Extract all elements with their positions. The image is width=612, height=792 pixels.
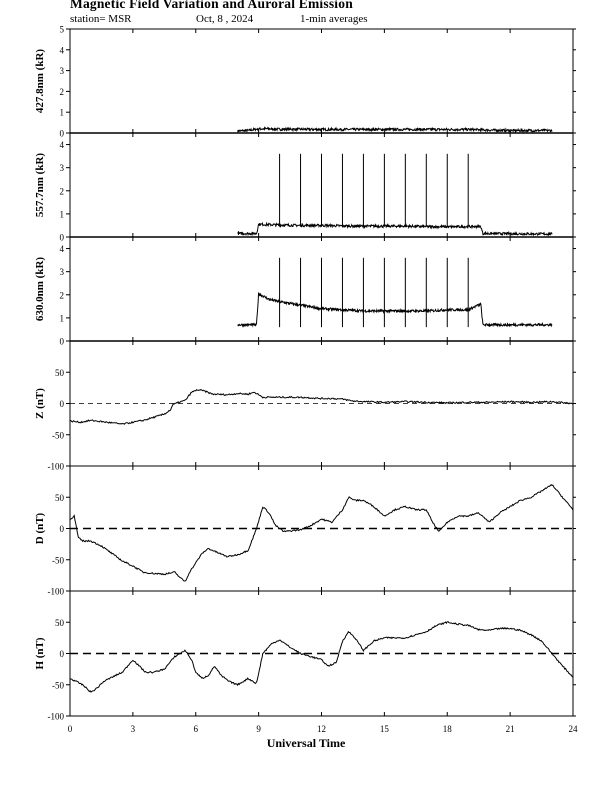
x-tick-label: 24 <box>569 724 579 734</box>
y-axis-label: Z (nT) <box>34 388 46 419</box>
x-tick-label: 21 <box>506 724 515 734</box>
y-tick-label: 5 <box>60 25 65 35</box>
y-tick-label: -50 <box>52 430 64 440</box>
y-tick-label: 0 <box>60 337 65 347</box>
y-axis-label: 630.0nm (kR) <box>34 257 46 322</box>
y-tick-label: 0 <box>60 233 65 243</box>
y-tick-label: -50 <box>52 680 64 690</box>
y-tick-label: 50 <box>55 618 65 628</box>
y-tick-label: 1 <box>60 313 65 323</box>
series-line <box>70 389 574 425</box>
y-axis-label: 557.7nm (kR) <box>34 153 46 218</box>
x-tick-label: 18 <box>443 724 453 734</box>
series-line <box>237 221 553 237</box>
y-tick-label: 50 <box>55 493 65 503</box>
x-tick-label: 9 <box>256 724 261 734</box>
date-label: Oct, 8 , 2024 <box>196 13 254 25</box>
y-tick-label: 50 <box>55 368 65 378</box>
y-tick-label: 1 <box>60 108 65 118</box>
x-tick-label: 0 <box>68 724 73 734</box>
y-tick-label: 3 <box>60 267 65 277</box>
y-axis-label: H (nT) <box>34 637 46 669</box>
series-line <box>237 292 553 328</box>
y-tick-label: 0 <box>60 399 65 409</box>
station-label: station= MSR <box>70 13 132 25</box>
y-tick-label: -100 <box>48 587 65 597</box>
x-tick-label: 6 <box>194 724 199 734</box>
y-tick-label: 0 <box>60 524 65 534</box>
x-tick-label: 15 <box>380 724 390 734</box>
averaging-label: 1-min averages <box>300 13 368 25</box>
series-line <box>69 484 574 582</box>
y-tick-label: 2 <box>60 290 65 300</box>
y-tick-label: 2 <box>60 186 65 196</box>
x-tick-label: 12 <box>317 724 326 734</box>
y-tick-label: 3 <box>60 66 65 76</box>
y-tick-label: 0 <box>60 129 65 139</box>
y-tick-label: 4 <box>60 244 65 254</box>
y-tick-label: -50 <box>52 555 64 565</box>
panel-frame <box>69 28 574 134</box>
y-axis-label: D (nT) <box>34 512 46 544</box>
series-line <box>69 621 574 693</box>
y-tick-label: 2 <box>60 87 65 97</box>
x-tick-label: 3 <box>131 724 136 734</box>
y-axis-label: 427.8nm (kR) <box>34 49 46 114</box>
y-tick-label: 4 <box>60 45 65 55</box>
y-tick-label: 0 <box>60 649 65 659</box>
series-line <box>237 126 553 134</box>
chart-title: Magnetic Field Variation and Auroral Emi… <box>70 0 353 11</box>
y-tick-label: 4 <box>60 140 65 150</box>
y-tick-label: -100 <box>48 462 65 472</box>
y-tick-label: 3 <box>60 163 65 173</box>
x-axis-label: Universal Time <box>266 736 346 750</box>
y-tick-label: -100 <box>48 712 65 722</box>
y-tick-label: 1 <box>60 209 65 219</box>
